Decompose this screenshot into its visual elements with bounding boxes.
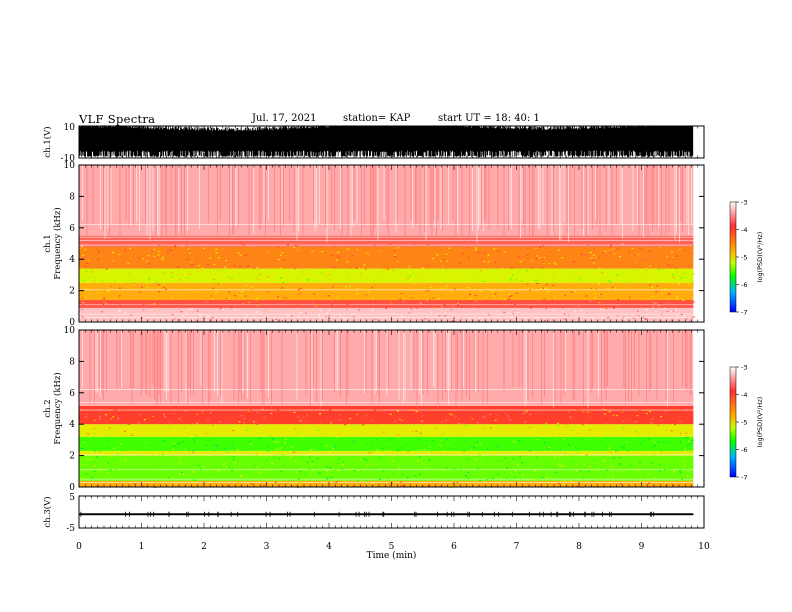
ch2-spectrogram-speckle (79, 408, 694, 489)
ch2-spectrogram-streaks (82, 330, 694, 409)
ch1-spectrogram-speckle (79, 243, 696, 324)
start-time-label: start UT = 18: 40: 1 (438, 113, 540, 124)
x-axis-label: Time (min) (367, 550, 417, 561)
ch1-spectrogram-cbtick--3: -3 (741, 199, 747, 207)
x-axis: 0 1 2 3 4 5 6 7 8 9 10 Time (min) (76, 542, 710, 561)
ch1-spectrogram-band-3 (79, 268, 694, 283)
xtick-7: 7 (514, 542, 520, 552)
ch2-spectrogram-band-4 (79, 424, 694, 437)
ch2-spectrogram-cbtick--5: -5 (741, 419, 747, 427)
ch2-spectrogram-ytick-10: 10 (64, 326, 76, 336)
xtick-5: 5 (389, 542, 395, 552)
ch1-spectrogram-band-0 (79, 307, 694, 322)
ch2-spectrogram-cbtick--7: -7 (741, 474, 747, 482)
xticks-panel-3 (78, 496, 705, 528)
ch1-spectrogram-band-1 (79, 300, 694, 308)
ch3-waveform-ytick-top: 5 (69, 493, 75, 503)
ch2-spectrogram-colorbar (729, 366, 737, 478)
ch1-waveform-ytick-top: 10 (64, 123, 76, 133)
date-label: Jul. 17, 2021 (252, 113, 317, 124)
ch1-spectrogram-band-2 (79, 282, 694, 301)
ch1-spectrogram-cbtick--6: -6 (741, 281, 747, 289)
station-label: station= KAP (343, 113, 411, 124)
ch2-spectrogram-band-3 (79, 436, 694, 451)
ch3-waveform-ytick-bottom: -5 (66, 524, 75, 534)
ch2-spectrogram-ytick-4: 4 (69, 420, 75, 430)
ch1-spectrogram-ytick-10: 10 (64, 161, 76, 171)
ch1-spectrogram-band-4 (79, 246, 694, 269)
ch1-spectrogram-colorbar (729, 201, 737, 313)
ch1-spectrogram-ytick-8: 8 (69, 192, 75, 202)
xticks-panel-2 (78, 330, 705, 487)
ch2-spectrogram-cbtick--4: -4 (741, 391, 747, 399)
xtick-4: 4 (326, 542, 332, 552)
ch1-spectrogram-ytick-6: 6 (69, 224, 75, 234)
ch2-spectrogram-ytick-0: 0 (69, 483, 75, 493)
xtick-1: 1 (139, 542, 145, 552)
ch2-spectrogram-band-2 (79, 450, 694, 456)
ch1-spectrogram-band-5 (79, 235, 694, 247)
ch1-spectrogram-panel: 0 2 4 6 8 10 ch.1Frequency (kHz) -3 -4 -5 -6 -7 log(… (43, 161, 764, 328)
ch1-spectrogram-lines (79, 224, 694, 318)
ch2-spectrogram-ytick-6: 6 (69, 389, 75, 399)
ch1-spectrogram-ytick-4: 4 (69, 255, 75, 265)
xtick-9: 9 (639, 542, 645, 552)
ch1-spectrogram-streaks (82, 165, 692, 244)
ch1-spectrogram-cbtick--7: -7 (741, 309, 747, 317)
ch1-spectrogram-cbtick--5: -5 (741, 254, 747, 262)
ch1-waveform-ylabel: ch.1(V) (42, 126, 53, 157)
ch2-spectrogram-ytick-2: 2 (69, 452, 75, 462)
ch2-spectrogram-band-5 (79, 405, 694, 425)
ch1-spectrogram-ylabel: ch.1Frequency (kHz) (43, 207, 63, 279)
ch2-spectrogram-cblabel: log(PSD)(V²/Hz) (756, 397, 764, 448)
ch1-spectrogram-ytick-2: 2 (69, 287, 75, 297)
ch1-waveform-ytick-bottom: -10 (61, 154, 76, 164)
ch2-spectrogram-band-0 (79, 480, 694, 487)
ch1-spectrogram-ytick-0: 0 (69, 318, 75, 328)
ch1-spectrogram-cblabel: log(PSD)(V²/Hz) (756, 232, 764, 283)
ch2-spectrogram-ytick-8: 8 (69, 357, 75, 367)
xtick-8: 8 (576, 542, 582, 552)
xticks-panel-0 (78, 126, 705, 158)
ch3-waveform-trace (79, 513, 694, 516)
ch3-waveform-ylabel: ch.3(V) (42, 496, 53, 527)
xtick-6: 6 (451, 542, 457, 552)
figure-title: VLF Spectra (79, 112, 156, 126)
xtick-0: 0 (76, 542, 82, 552)
xtick-3: 3 (264, 542, 270, 552)
ch2-spectrogram-band-1 (79, 455, 694, 481)
ch2-spectrogram-cbtick--3: -3 (741, 364, 747, 372)
xticks-panel-1 (78, 165, 705, 322)
ch2-spectrogram-cbtick--6: -6 (741, 446, 747, 454)
ch2-spectrogram-ylabel: ch.2Frequency (kHz) (43, 372, 63, 444)
xtick-2: 2 (201, 542, 207, 552)
ch2-spectrogram-panel: 0 2 4 6 8 10 ch.2Frequency (kHz) -3 -4 -5 -6 -7 log(… (43, 326, 764, 493)
ch1-waveform-trace (78, 126, 694, 158)
ch1-spectrogram-cbtick--4: -4 (741, 226, 747, 234)
xtick-10: 10 (698, 542, 710, 552)
ch2-spectrogram-lines (79, 389, 694, 483)
